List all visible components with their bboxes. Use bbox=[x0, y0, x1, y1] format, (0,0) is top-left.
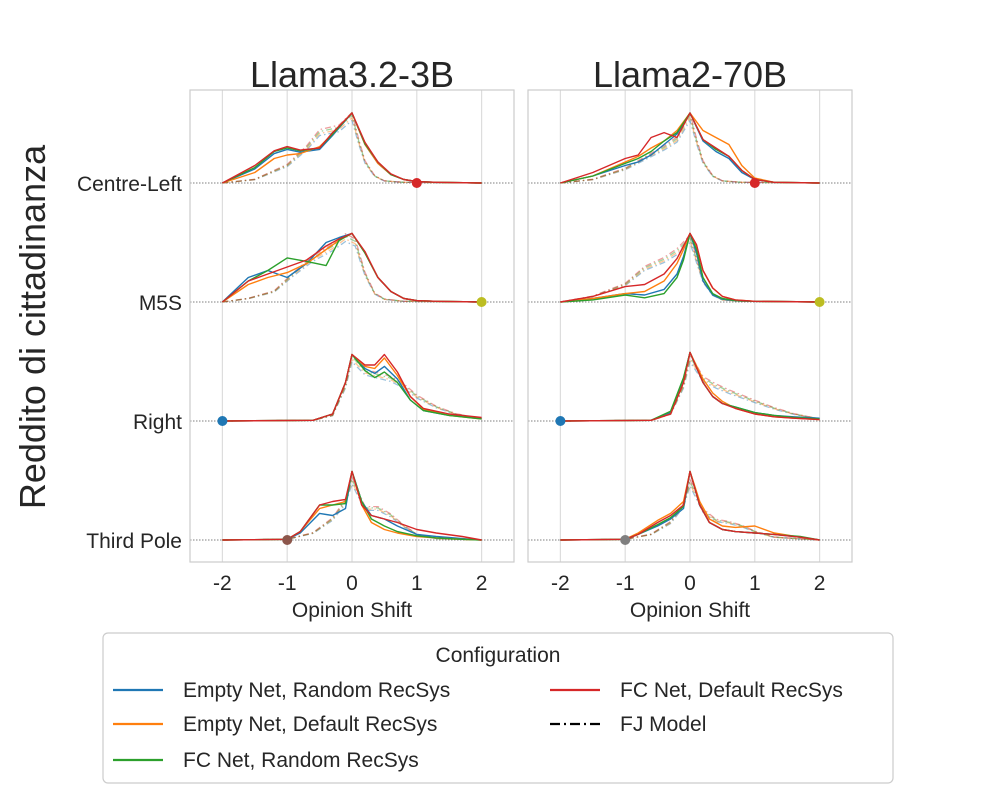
party-marker bbox=[217, 416, 228, 426]
figure-ylabel: Reddito di cittadinanza bbox=[12, 144, 53, 509]
party-marker bbox=[620, 535, 631, 545]
panel-right: -2 -1 0 1 2 bbox=[527, 89, 853, 595]
series-line-fj-model bbox=[560, 114, 820, 184]
series-line-fc-default bbox=[222, 470, 482, 541]
ridge-row bbox=[528, 111, 852, 188]
x-tick-label: 2 bbox=[476, 572, 488, 595]
x-tick-label: -2 bbox=[213, 572, 232, 595]
series-line-fj-model bbox=[222, 361, 482, 422]
panel-frame bbox=[189, 89, 515, 563]
x-tick-label: 0 bbox=[684, 572, 696, 595]
x-tick-label: 1 bbox=[749, 572, 761, 595]
series-line-fj-model bbox=[560, 483, 820, 541]
legend-entry: FC Net, Random RecSys bbox=[113, 749, 419, 772]
panels: -2 -1 0 1 2 Centre-Left M5S Right Third Pole -2 -1… bbox=[77, 89, 853, 595]
series-line-fj-model bbox=[222, 119, 482, 184]
series-line-fj-model bbox=[222, 356, 482, 422]
legend-title: Configuration bbox=[436, 644, 561, 667]
legend-entry: Empty Net, Random RecSys bbox=[113, 679, 450, 702]
legend-label: Empty Net, Default RecSys bbox=[183, 713, 437, 736]
party-marker bbox=[749, 178, 760, 188]
party-marker bbox=[282, 535, 293, 545]
x-axis-label-left: Opinion Shift bbox=[292, 599, 412, 622]
x-tick-label: 2 bbox=[814, 572, 826, 595]
x-tick-label: -1 bbox=[278, 572, 297, 595]
party-marker bbox=[411, 178, 422, 188]
legend: Configuration Empty Net, Random RecSysEm… bbox=[102, 632, 894, 784]
series-line-fc-default bbox=[221, 232, 482, 303]
ridge-row bbox=[190, 353, 514, 426]
row-label: Right bbox=[133, 411, 182, 434]
party-marker bbox=[814, 297, 825, 307]
series-line-fj-model bbox=[560, 119, 820, 184]
legend-box bbox=[102, 632, 894, 784]
panel-title-left: Llama3.2-3B bbox=[250, 54, 454, 95]
x-tick-label: 1 bbox=[411, 572, 423, 595]
x-tick-label: 0 bbox=[346, 572, 358, 595]
series-line-fc-default bbox=[560, 351, 820, 422]
row-label: Centre-Left bbox=[77, 173, 182, 196]
legend-entry: FC Net, Default RecSys bbox=[550, 679, 843, 702]
ridge-row bbox=[528, 351, 852, 426]
panel-left: -2 -1 0 1 2 Centre-Left M5S Right Third Pole bbox=[77, 89, 515, 595]
ridge-row bbox=[190, 470, 514, 545]
series-line-fj-model bbox=[222, 240, 482, 303]
ridge-row bbox=[190, 232, 514, 307]
series-line-fc-default bbox=[560, 470, 820, 541]
series-line-fj-model bbox=[560, 111, 820, 184]
x-tick-label: -1 bbox=[616, 572, 635, 595]
series-line-fc-default bbox=[560, 112, 820, 184]
panel-frame bbox=[527, 89, 853, 563]
row-label: Third Pole bbox=[86, 530, 182, 553]
legend-entry: Empty Net, Default RecSys bbox=[113, 713, 437, 736]
legend-label: Empty Net, Random RecSys bbox=[183, 679, 450, 702]
party-marker bbox=[476, 297, 487, 307]
legend-label: FJ Model bbox=[620, 713, 706, 736]
series-line-fj-model bbox=[222, 235, 482, 303]
series-line-fj-model bbox=[222, 117, 482, 184]
series-line-fj-model bbox=[560, 242, 820, 303]
series-line-fj-model bbox=[222, 233, 482, 303]
panel-title-right: Llama2-70B bbox=[593, 54, 787, 95]
series-line-fc-default bbox=[560, 232, 820, 303]
legend-label: FC Net, Default RecSys bbox=[620, 679, 843, 702]
series-line-fc-default bbox=[222, 353, 482, 422]
series-line-fj-model bbox=[222, 114, 482, 184]
ridge-row bbox=[528, 232, 852, 307]
legend-entries: Empty Net, Random RecSys Empty Net, Defau… bbox=[113, 679, 843, 772]
row-label: M5S bbox=[139, 292, 182, 315]
legend-label: FC Net, Random RecSys bbox=[183, 749, 419, 772]
x-tick-label: -2 bbox=[551, 572, 570, 595]
series-line-fj-model bbox=[222, 353, 482, 422]
series-line-fj-model bbox=[560, 485, 820, 541]
ridge-row bbox=[190, 111, 514, 188]
x-axis-label-right: Opinion Shift bbox=[630, 599, 750, 622]
party-marker bbox=[555, 416, 566, 426]
legend-entry: FJ Model bbox=[550, 713, 706, 736]
series-line-fj-model bbox=[222, 238, 482, 303]
ridge-row bbox=[528, 470, 852, 545]
series-line-fj-model bbox=[560, 117, 820, 184]
series-line-empty-default bbox=[560, 470, 820, 541]
